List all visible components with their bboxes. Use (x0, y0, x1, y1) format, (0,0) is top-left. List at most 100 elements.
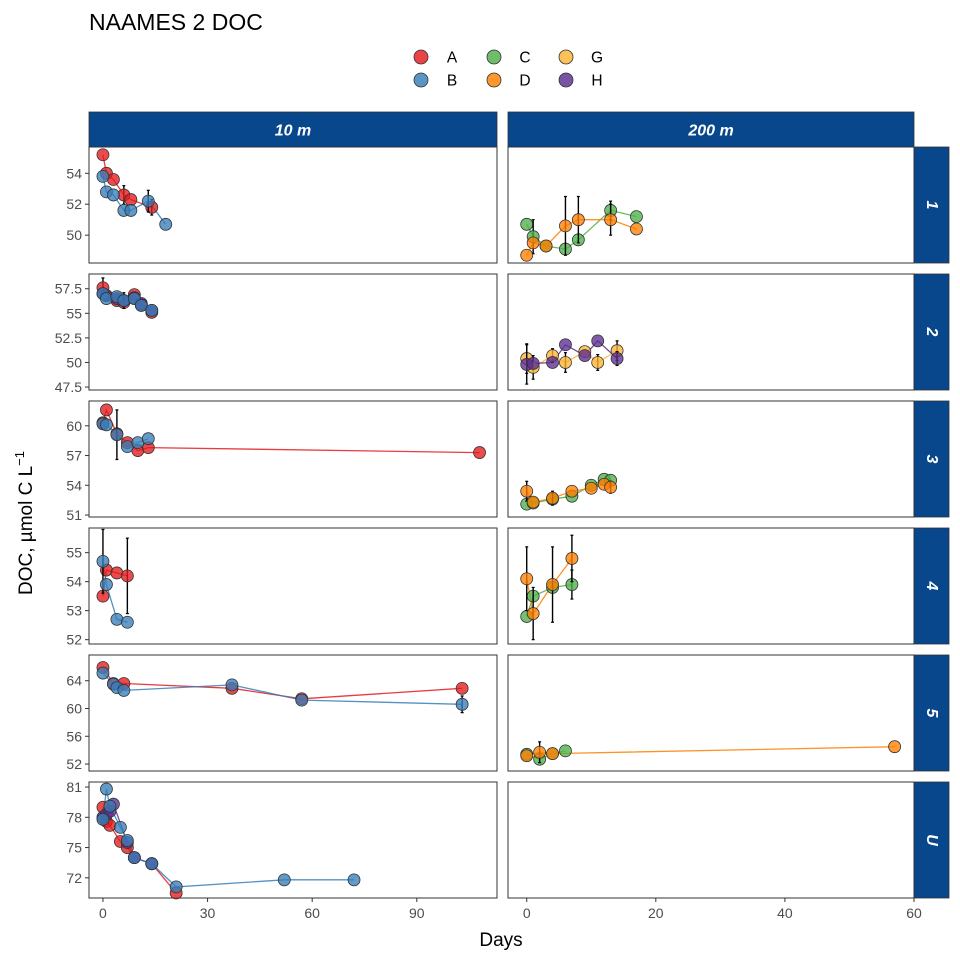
y-tick-label: 50 (66, 354, 82, 370)
data-point-b (100, 292, 113, 305)
legend-key-a (413, 49, 429, 65)
y-axis-label-main: DOC, µmol C L (16, 466, 37, 595)
y-tick-label: 52 (66, 756, 82, 772)
axes: 50 52 54 47.5 50 52.5 55 57.5 51 54 57 60 52 53 54 55 52… (55, 165, 922, 921)
data-point-b (117, 684, 131, 697)
y-tick-label: 54 (66, 574, 82, 590)
panel-4-200m (507, 527, 915, 645)
data-point-b (124, 204, 138, 217)
series-line-c (526, 750, 566, 760)
y-tick-label: 72 (66, 870, 82, 886)
legend: AB CD GH (413, 49, 603, 90)
column-strip-label-1: 10 m (275, 123, 311, 140)
y-tick-label: 55 (66, 545, 82, 561)
legend-key-c (486, 49, 502, 65)
data-point-a (124, 193, 138, 206)
panel-U-200m (507, 781, 915, 899)
y-tick-label: 47.5 (55, 379, 82, 395)
data-point-d (546, 578, 559, 591)
data-point-b (110, 428, 124, 442)
data-point-a (120, 569, 134, 583)
row-strip-label-1: 1 (923, 201, 940, 210)
data-point-c (559, 744, 572, 758)
data-point-b (113, 820, 127, 834)
panel-2-200m (507, 273, 915, 391)
column-strip-label-2: 200 m (687, 123, 733, 140)
y-tick-label: 64 (66, 673, 82, 689)
data-point-d (888, 740, 902, 754)
column-strip-2 (507, 111, 915, 148)
legend-label-g: G (591, 50, 603, 67)
data-point-h (526, 357, 540, 370)
data-point-h (610, 352, 624, 365)
data-point-d (520, 248, 534, 262)
y-tick-label: 50 (66, 227, 82, 243)
x-tick-label: 90 (409, 905, 425, 921)
data-point-b (100, 418, 113, 432)
legend-label-a: A (447, 50, 458, 67)
y-tick-label: 60 (66, 418, 82, 434)
data-point-b (145, 303, 159, 317)
data-point-g (591, 356, 605, 369)
data-point-b (96, 812, 110, 826)
panel-5-10m (88, 654, 498, 772)
x-tick-label: 30 (200, 905, 216, 921)
data-point-d (571, 213, 585, 227)
x-tick-label: 60 (906, 905, 922, 921)
row-strip-5 (913, 654, 950, 772)
y-tick-label: 52 (66, 632, 82, 648)
data-point-h (578, 349, 592, 362)
data-point-b (169, 880, 183, 894)
x-tick-label: 0 (523, 905, 531, 921)
data-point-h (546, 356, 559, 369)
data-point-d (565, 552, 579, 565)
panel-1-10m (88, 146, 498, 264)
panel-5-200m (507, 654, 915, 772)
legend-label-h: H (591, 73, 602, 90)
data-point-c (630, 210, 643, 224)
data-point-d (604, 480, 618, 494)
data-point-b (96, 169, 110, 183)
data-point-b (96, 666, 110, 680)
row-strip-label-6: U (923, 834, 940, 846)
row-strip-label-3: 3 (923, 455, 940, 464)
column-strip-1 (88, 111, 498, 148)
y-axis-label-exponent: −1 (12, 451, 27, 466)
y-tick-label: 54 (66, 477, 82, 493)
data-point-a (455, 681, 469, 695)
row-strip-6 (913, 781, 950, 899)
data-point-d (539, 239, 553, 253)
data-point-b (295, 693, 309, 707)
panel-border (507, 654, 915, 772)
y-axis-label: DOC, µmol C L−1 (12, 451, 37, 595)
data-point-d (546, 491, 559, 505)
panel-1-200m (507, 146, 915, 264)
panel-border (88, 273, 498, 391)
data-point-d (559, 219, 572, 233)
data-point-b (145, 857, 159, 871)
legend-label-b: B (447, 73, 457, 90)
panel-border (88, 654, 498, 772)
data-point-d (526, 236, 540, 250)
facet-panels (88, 146, 915, 900)
x-tick-label: 40 (777, 905, 793, 921)
y-tick-label: 54 (66, 165, 82, 181)
panel-U-10m (88, 781, 498, 900)
data-point-d (520, 484, 534, 498)
chart-title: NAAMES 2 DOC (89, 9, 263, 35)
data-point-d (546, 747, 559, 761)
series-line-d (526, 746, 895, 757)
row-strip-4 (913, 527, 950, 645)
data-point-b (103, 799, 117, 813)
data-point-b (107, 188, 120, 202)
data-point-b (96, 554, 110, 568)
data-point-d (630, 222, 643, 236)
y-tick-label: 52.5 (55, 330, 82, 346)
data-point-d (526, 495, 540, 509)
y-tick-label: 75 (66, 840, 82, 856)
row-strip-label-2: 2 (923, 327, 940, 337)
x-tick-label: 20 (648, 905, 664, 921)
y-tick-label: 57.5 (55, 281, 82, 297)
legend-key-g (558, 49, 574, 65)
